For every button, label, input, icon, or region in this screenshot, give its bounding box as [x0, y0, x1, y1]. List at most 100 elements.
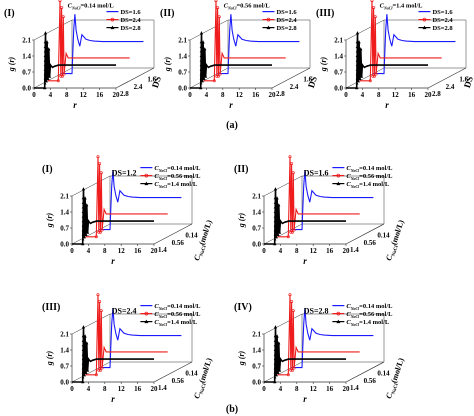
series-marker-2: [355, 49, 359, 53]
x-tick-label: 8: [103, 247, 107, 255]
series-marker-1: [98, 300, 102, 304]
series-marker-1: [60, 74, 64, 78]
series-marker-1: [370, 0, 374, 3]
legend-label-2: DS=2.8: [432, 25, 453, 32]
legend-marker-2: [110, 25, 115, 30]
series-marker-2: [355, 54, 359, 57]
z-tick-label: 1.4: [158, 384, 167, 392]
series-marker-2: [273, 201, 277, 204]
series-marker-1: [290, 162, 294, 166]
x-tick-label: 20: [425, 91, 433, 99]
y-tick-label: 2.1: [334, 37, 343, 45]
panel-b-I: 0.0 0.7 1.4 2.1 0 4 8 12 16 20 0.140.56 1.4 r g (r) CN…: [42, 155, 214, 266]
series-marker-1: [97, 230, 101, 234]
panel-b-III: 0.0 0.7 1.4 2.1 0 4 8 12 16 20 0.140.56 1.4 r g (r) CN…: [42, 293, 214, 404]
z-tick-label: 0.14: [377, 370, 390, 378]
series-marker-1: [100, 366, 104, 370]
series-marker-1: [58, 0, 62, 3]
series-marker-1: [372, 74, 376, 78]
x-tick-label: 4: [279, 247, 283, 255]
y-tick-label: 2.1: [178, 37, 187, 45]
series-marker-1: [214, 0, 218, 3]
legend-marker-1: [266, 17, 271, 22]
z-tick-label: 1.6: [303, 76, 312, 84]
series-marker-1: [60, 6, 64, 10]
series-marker-2: [199, 49, 203, 53]
series-marker-2: [199, 72, 203, 76]
legend-label-1: DS=2.4: [120, 17, 141, 24]
series-marker-2: [273, 325, 278, 329]
side-wall-top: [71, 175, 111, 197]
ds-label: DS=2.4: [112, 307, 137, 316]
series-marker-2: [355, 31, 360, 35]
series-marker-2: [199, 45, 203, 48]
x-tick-label: 20: [343, 385, 351, 393]
series-marker-1: [56, 79, 60, 83]
y-tick-label: 1.4: [60, 347, 69, 355]
legend-label-2: DS=2.8: [276, 25, 297, 32]
series-marker-2: [81, 366, 85, 370]
series-marker-1: [290, 368, 294, 372]
legend-marker-1: [336, 311, 341, 316]
series-marker-1: [292, 228, 296, 232]
series-marker-2: [273, 380, 277, 383]
side-wall-top: [345, 19, 385, 41]
x-tick-label: 0: [262, 247, 266, 255]
series-marker-2: [359, 74, 364, 78]
legend-marker-1: [110, 17, 115, 22]
series-marker-2: [84, 232, 88, 237]
z-axis-title: DS: [150, 75, 163, 89]
series-marker-2: [203, 47, 207, 51]
legend-marker-1: [422, 17, 427, 22]
series-marker-2: [273, 205, 277, 209]
series-marker-1: [290, 230, 294, 234]
x-tick-label: 16: [408, 91, 416, 99]
y-tick-label: 0.7: [334, 69, 343, 77]
z-tick-label: 2.8: [432, 90, 441, 98]
series-marker-1: [215, 74, 219, 78]
legend-label-2: CNaCl=1.4 mol/L: [346, 319, 390, 327]
series-marker-2: [43, 49, 47, 53]
series-marker-2: [359, 47, 363, 51]
x-tick-label: 4: [279, 385, 283, 393]
series-marker-2: [81, 187, 86, 191]
x-tick-label: 16: [326, 247, 334, 255]
x-tick-label: 20: [269, 91, 277, 99]
y-tick-label: 0.7: [178, 69, 187, 77]
side-wall-top: [33, 19, 73, 41]
series-marker-1: [216, 6, 220, 10]
x-tick-label: 4: [205, 91, 209, 99]
series-marker-2: [43, 45, 47, 48]
z-tick-label: 2.4: [290, 83, 299, 91]
series-line-1: [277, 294, 360, 376]
series-marker-2: [202, 76, 206, 81]
ds-label: DS=1.2: [112, 169, 137, 178]
series-marker-2: [355, 81, 359, 85]
series-marker-2: [273, 362, 277, 365]
x-tick-label: 12: [80, 91, 88, 99]
side-wall-top: [263, 313, 303, 335]
z-axis-title: DS: [306, 75, 319, 89]
series-marker-1: [217, 15, 221, 19]
legend-label-0: DS=1.6: [120, 9, 141, 16]
series-marker-2: [81, 224, 85, 227]
series-marker-2: [43, 68, 47, 71]
series-marker-2: [277, 203, 281, 207]
x-tick-label: 20: [113, 91, 121, 99]
series-marker-2: [273, 357, 277, 361]
series-marker-2: [273, 214, 277, 218]
series-line-1: [203, 0, 286, 82]
panel-label: (I): [4, 8, 15, 19]
series-marker-2: [81, 362, 85, 365]
y-tick-label: 1.4: [60, 209, 69, 217]
series-marker-2: [273, 187, 278, 191]
series-marker-2: [360, 63, 364, 67]
series-marker-2: [81, 339, 85, 342]
series-line-1: [85, 156, 168, 238]
y-tick-label: 0.7: [22, 69, 31, 77]
series-marker-2: [273, 196, 277, 200]
y-axis-title: g (r): [163, 56, 172, 72]
series-line-0: [99, 308, 182, 369]
series-marker-2: [86, 219, 90, 223]
x-tick-label: 12: [118, 385, 126, 393]
